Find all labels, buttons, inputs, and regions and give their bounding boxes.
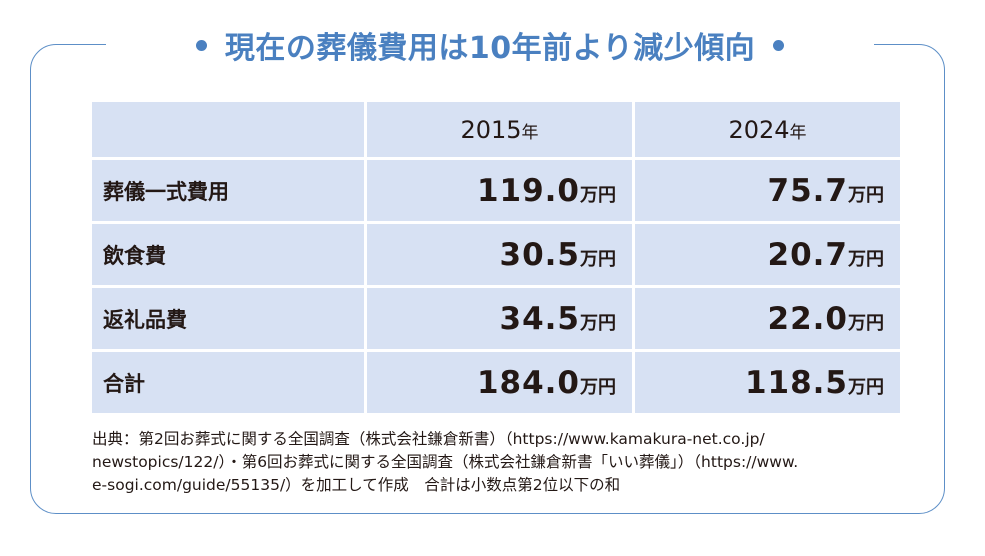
row-label: 合計 [92,352,364,413]
source-line: 出典：第2回お葬式に関する全国調査（株式会社鎌倉新書）（https://www.… [92,430,765,448]
page-title: 現在の葬儀費用は10年前より減少傾向 [224,31,756,66]
value-2024: 75.7万円 [635,160,900,221]
value-2015: 30.5万円 [367,224,632,285]
value-2015: 34.5万円 [367,288,632,349]
value-2015: 184.0万円 [367,352,632,413]
header-2015: 2015年 [367,102,632,157]
table-header-row: 2015年 2024年 [92,102,900,157]
source-line: e-sogi.com/guide/55135/）を加工して作成 合計は小数点第2… [92,476,621,494]
value-2024: 118.5万円 [635,352,900,413]
right-dot-icon [773,39,785,51]
table-row: 飲食費 30.5万円 20.7万円 [92,224,900,285]
source-note: 出典：第2回お葬式に関する全国調査（株式会社鎌倉新書）（https://www.… [92,428,912,497]
table-row: 葬儀一式費用 119.0万円 75.7万円 [92,160,900,221]
value-2015: 119.0万円 [367,160,632,221]
source-line: newstopics/122/）・第6回お葬式に関する全国調査（株式会社鎌倉新書… [92,453,799,471]
row-label: 葬儀一式費用 [92,160,364,221]
cost-table: 2015年 2024年 葬儀一式費用 119.0万円 75.7万円 飲食費 30… [89,99,903,416]
left-dot-icon [195,39,207,51]
value-2024: 20.7万円 [635,224,900,285]
value-2024: 22.0万円 [635,288,900,349]
header-2024: 2024年 [635,102,900,157]
row-label: 返礼品費 [92,288,364,349]
title-bar: 現在の葬儀費用は10年前より減少傾向 [106,22,874,68]
row-label: 飲食費 [92,224,364,285]
table-row: 返礼品費 34.5万円 22.0万円 [92,288,900,349]
header-empty-cell [92,102,364,157]
table-row-total: 合計 184.0万円 118.5万円 [92,352,900,413]
